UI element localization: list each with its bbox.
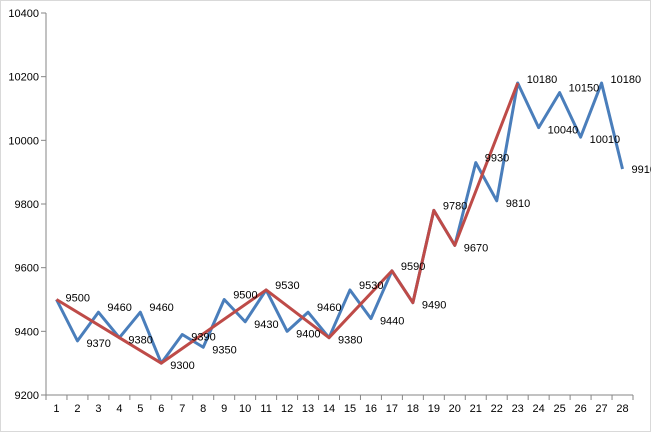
data-label: 9930 xyxy=(485,153,509,165)
y-tick-label: 9800 xyxy=(15,199,39,211)
data-label: 10180 xyxy=(611,74,642,86)
data-label: 10180 xyxy=(527,74,558,86)
data-label: 9460 xyxy=(317,302,341,314)
x-tick-label: 18 xyxy=(407,403,419,415)
data-label: 9590 xyxy=(401,261,425,273)
data-label: 9370 xyxy=(86,338,110,350)
x-tick-label: 17 xyxy=(386,403,398,415)
x-tick-label: 5 xyxy=(137,403,143,415)
data-label: 9670 xyxy=(464,242,488,254)
data-label: 9380 xyxy=(338,335,362,347)
y-tick-label: 9200 xyxy=(15,390,39,402)
data-label: 10010 xyxy=(590,134,621,146)
x-tick-label: 23 xyxy=(512,403,524,415)
data-label: 10040 xyxy=(548,125,579,137)
data-label: 9530 xyxy=(275,280,299,292)
data-label: 9490 xyxy=(422,300,446,312)
data-label: 9910 xyxy=(632,164,651,176)
data-label: 9300 xyxy=(170,360,194,372)
series-line-red xyxy=(55,82,520,365)
data-label: 9500 xyxy=(233,290,257,302)
data-label: 9500 xyxy=(65,293,89,305)
x-tick-label: 14 xyxy=(323,403,335,415)
x-tick-label: 9 xyxy=(221,403,227,415)
y-tick-label: 10200 xyxy=(8,72,39,84)
data-label: 9530 xyxy=(359,280,383,292)
series-lines xyxy=(55,81,624,365)
x-tick-label: 12 xyxy=(281,403,293,415)
x-tick-label: 1 xyxy=(53,403,59,415)
x-tick-label: 21 xyxy=(470,403,482,415)
x-tick-label: 10 xyxy=(239,403,251,415)
y-tick-label: 9600 xyxy=(15,263,39,275)
x-tick-label: 20 xyxy=(449,403,461,415)
data-label: 9440 xyxy=(380,316,404,328)
x-tick-label: 24 xyxy=(533,403,545,415)
x-tick-label: 11 xyxy=(260,403,271,415)
x-tick-label: 7 xyxy=(179,403,185,415)
data-label: 9780 xyxy=(443,200,467,212)
data-label: 9460 xyxy=(107,302,131,314)
data-label: 9350 xyxy=(212,344,236,356)
x-tick-label: 6 xyxy=(158,403,164,415)
y-tick-label: 10000 xyxy=(8,135,39,147)
x-tick-label: 15 xyxy=(344,403,356,415)
x-tick-label: 3 xyxy=(95,403,101,415)
x-tick-label: 8 xyxy=(200,403,206,415)
y-tick-label: 9400 xyxy=(15,326,39,338)
x-tick-label: 13 xyxy=(302,403,314,415)
x-tick-label: 16 xyxy=(365,403,377,415)
series-line-blue xyxy=(55,81,624,365)
data-label: 9430 xyxy=(254,319,278,331)
x-tick-label: 2 xyxy=(74,403,80,415)
x-tick-label: 22 xyxy=(491,403,503,415)
data-label: 9810 xyxy=(506,198,530,210)
x-tick-label: 28 xyxy=(616,403,628,415)
data-label: 9380 xyxy=(128,335,152,347)
data-label: 10150 xyxy=(569,83,600,95)
x-tick-label: 26 xyxy=(574,403,586,415)
x-tick-label: 27 xyxy=(595,403,607,415)
data-label: 9460 xyxy=(149,302,173,314)
data-label: 9400 xyxy=(296,328,320,340)
y-tick-label: 10400 xyxy=(8,8,39,20)
data-label: 9390 xyxy=(191,332,215,344)
x-tick-label: 25 xyxy=(554,403,566,415)
x-tick-label: 19 xyxy=(428,403,440,415)
x-tick-label: 4 xyxy=(116,403,122,415)
